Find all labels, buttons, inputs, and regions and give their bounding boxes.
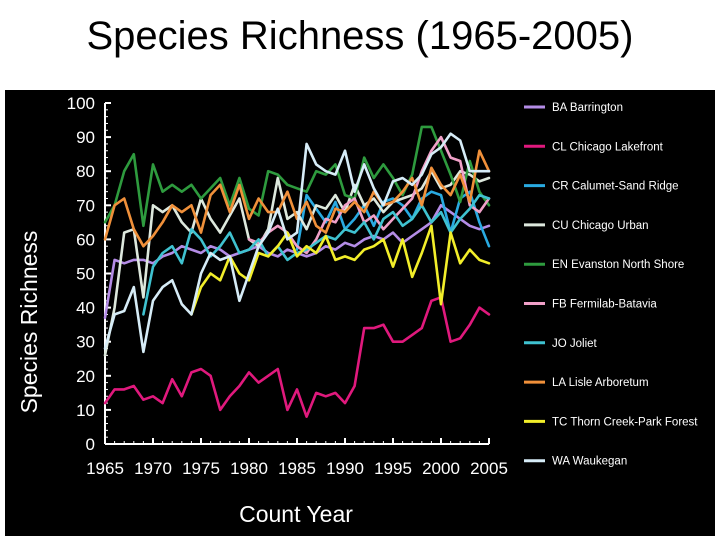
series-line-cl xyxy=(103,296,491,418)
x-tick-label: 1980 xyxy=(230,459,268,478)
chart-panel: 0 10 20 30 40 50 60 70 80 90 100 1965 1970 1975 1980 19… xyxy=(5,90,715,536)
series-line-tc xyxy=(190,224,491,316)
chart-legend: BA Barrington CL Chicago Lakefront CR Calu… xyxy=(524,102,698,468)
series-line-jo xyxy=(142,193,491,316)
legend-label: CR Calumet-Sand Ridge xyxy=(552,181,679,193)
x-tick-label: 1990 xyxy=(326,459,364,478)
y-tick-label: 70 xyxy=(76,196,95,215)
series-line-la xyxy=(103,149,491,248)
legend-label: WA Waukegan xyxy=(552,456,627,468)
chart-axes: 0 10 20 30 40 50 60 70 80 90 100 1965 1970 1975 1980 19… xyxy=(67,94,508,478)
y-tick-label: 60 xyxy=(76,230,95,249)
x-axis-title: Count Year xyxy=(239,501,353,527)
series-line-wa xyxy=(103,132,491,354)
chart-series-lines xyxy=(103,125,491,418)
series-line-cu xyxy=(103,169,491,357)
legend-label: BA Barrington xyxy=(552,102,623,114)
y-tick-label: 40 xyxy=(76,299,95,318)
legend-label: EN Evanston North Shore xyxy=(552,259,684,271)
line-chart: 0 10 20 30 40 50 60 70 80 90 100 1965 1970 1975 1980 19… xyxy=(16,94,698,527)
x-tick-label: 2000 xyxy=(422,459,460,478)
legend-label: JO Joliet xyxy=(552,338,598,350)
y-tick-label: 20 xyxy=(76,367,95,386)
y-tick-label: 90 xyxy=(76,128,95,147)
y-tick-label: 100 xyxy=(67,94,95,113)
y-tick-label: 30 xyxy=(76,333,95,352)
legend-label: FB Fermilab-Batavia xyxy=(552,299,657,311)
legend-label: TC Thorn Creek-Park Forest xyxy=(552,416,698,428)
chart-title: Species Richness (1965-2005) xyxy=(86,14,634,58)
x-tick-label: 1995 xyxy=(374,459,412,478)
x-tick-label: 1975 xyxy=(182,459,220,478)
y-tick-label: 50 xyxy=(76,265,95,284)
x-tick-label: 2005 xyxy=(470,459,508,478)
legend-label: LA Lisle Arboretum xyxy=(552,377,649,389)
y-axis-title: Species Richness xyxy=(16,231,42,414)
x-tick-label: 1970 xyxy=(134,459,172,478)
x-tick-label: 1965 xyxy=(86,459,124,478)
x-tick-label: 1985 xyxy=(278,459,316,478)
y-tick-label: 80 xyxy=(76,162,95,181)
y-tick-label: 0 xyxy=(86,435,95,454)
legend-label: CL Chicago Lakefront xyxy=(552,141,664,153)
legend-label: CU Chicago Urban xyxy=(552,220,649,232)
y-tick-label: 10 xyxy=(76,401,95,420)
series-line-cr xyxy=(295,190,491,251)
series-line-en xyxy=(103,125,491,228)
